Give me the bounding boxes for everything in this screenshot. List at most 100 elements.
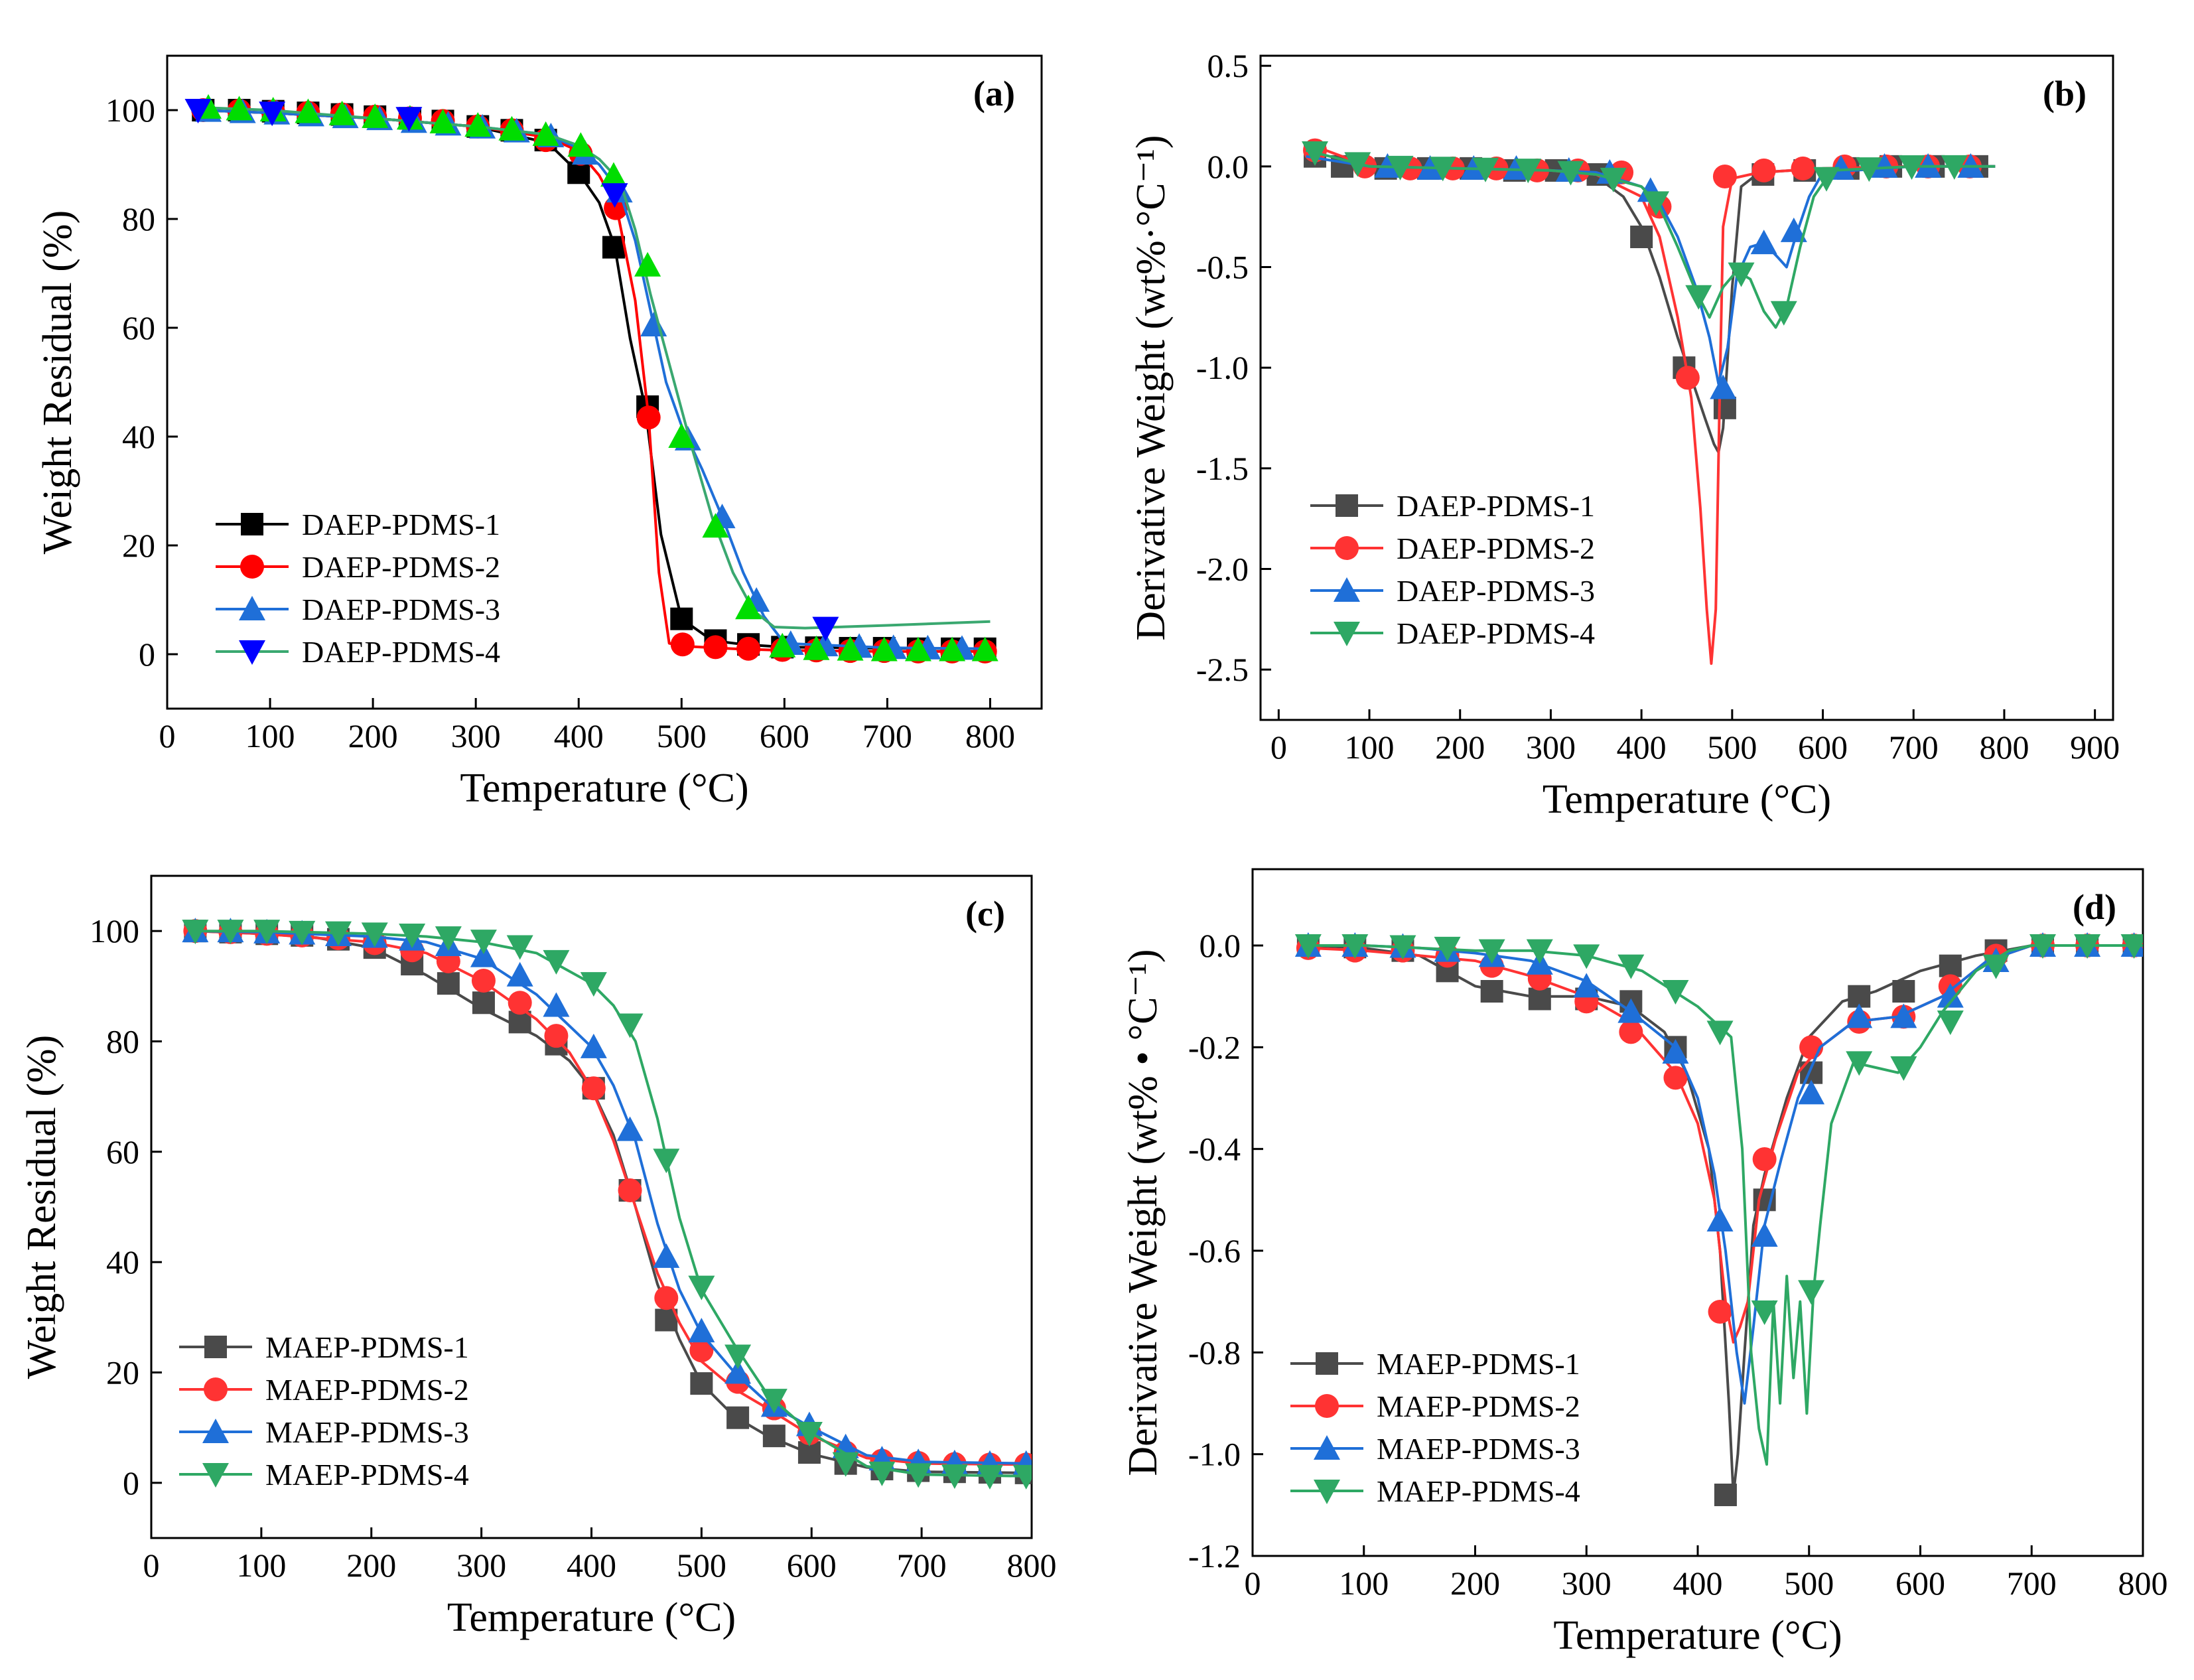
x-tick-label: 100 bbox=[1345, 729, 1395, 766]
y-tick-label: 60 bbox=[122, 309, 155, 346]
data-point bbox=[1662, 980, 1689, 1005]
data-point bbox=[1630, 226, 1653, 248]
data-point bbox=[941, 1464, 968, 1490]
legend-marker bbox=[1335, 536, 1359, 560]
data-point bbox=[1856, 157, 1883, 182]
data-point bbox=[1573, 944, 1600, 969]
y-tick-label: 0 bbox=[139, 636, 155, 673]
legend-label: MAEP-PDMS-4 bbox=[1377, 1474, 1580, 1508]
data-point bbox=[362, 103, 389, 128]
data-point bbox=[581, 1076, 606, 1101]
x-tick-label: 800 bbox=[2118, 1565, 2168, 1602]
series-line-MAEP-PDMS-2 bbox=[1308, 944, 2143, 1344]
data-point bbox=[736, 636, 761, 661]
data-point bbox=[690, 1372, 713, 1395]
y-tick-label: 100 bbox=[90, 912, 139, 949]
data-point bbox=[905, 1463, 932, 1488]
data-point bbox=[670, 632, 695, 657]
data-point bbox=[1751, 158, 1776, 182]
panel-label: (a) bbox=[973, 74, 1015, 113]
data-point bbox=[735, 595, 762, 620]
data-point bbox=[762, 1425, 786, 1448]
data-point bbox=[1714, 1484, 1737, 1506]
legend-marker bbox=[204, 1336, 227, 1358]
plot-frame bbox=[1259, 54, 2114, 721]
x-axis-title: Temperature (°C) bbox=[1553, 1613, 1842, 1658]
y-tick-label: 0.0 bbox=[1207, 148, 1249, 185]
x-tick-label: 300 bbox=[1562, 1565, 1611, 1602]
data-point bbox=[1374, 153, 1401, 178]
data-point bbox=[1662, 1039, 1689, 1064]
data-point bbox=[395, 107, 423, 132]
y-tick-label: 100 bbox=[105, 92, 155, 129]
data-point bbox=[1982, 954, 2010, 979]
data-point bbox=[1528, 987, 1551, 1011]
data-point bbox=[1341, 934, 1369, 959]
legend-label: DAEP-PDMS-4 bbox=[1397, 616, 1595, 650]
data-point bbox=[1890, 1056, 1917, 1081]
plot-frame bbox=[166, 54, 1043, 710]
data-point bbox=[688, 1275, 715, 1300]
data-point bbox=[812, 616, 839, 642]
legend-label: MAEP-PDMS-4 bbox=[265, 1458, 469, 1492]
y-tick-label: -1.2 bbox=[1188, 1537, 1241, 1575]
data-point bbox=[1472, 157, 1499, 182]
y-tick-label: -1.0 bbox=[1196, 349, 1249, 386]
data-point bbox=[1706, 1020, 1734, 1046]
y-axis-title: Derivative Weight (wt%·°C⁻¹) bbox=[1129, 135, 1174, 640]
y-tick-label: -2.5 bbox=[1196, 651, 1249, 688]
data-point bbox=[543, 949, 570, 975]
data-point bbox=[1898, 155, 1925, 180]
data-point bbox=[1675, 366, 1700, 390]
data-point bbox=[567, 132, 594, 157]
data-point bbox=[295, 98, 322, 123]
legend-label: DAEP-PDMS-3 bbox=[302, 593, 500, 626]
x-axis-title: Temperature (°C) bbox=[1543, 777, 1831, 822]
legend-label: DAEP-PDMS-4 bbox=[302, 635, 500, 669]
y-tick-label: -1.5 bbox=[1196, 450, 1249, 487]
x-tick-label: 700 bbox=[897, 1547, 947, 1584]
legend-label: DAEP-PDMS-3 bbox=[1397, 574, 1595, 608]
y-axis-title: Weight Residual (%) bbox=[35, 210, 80, 554]
data-point bbox=[760, 1389, 788, 1414]
data-point bbox=[654, 1286, 679, 1310]
x-tick-label: 200 bbox=[348, 717, 398, 754]
data-point bbox=[1708, 1300, 1732, 1324]
data-point bbox=[653, 1149, 680, 1174]
data-point bbox=[976, 1464, 1003, 1490]
data-point bbox=[182, 920, 209, 945]
data-point bbox=[832, 1452, 859, 1477]
y-tick-label: -0.8 bbox=[1188, 1334, 1241, 1371]
data-point bbox=[399, 923, 426, 948]
legend-label: DAEP-PDMS-2 bbox=[1397, 531, 1595, 565]
data-point bbox=[803, 635, 830, 660]
data-point bbox=[1892, 980, 1915, 1003]
y-tick-label: 0.0 bbox=[1200, 927, 1241, 964]
data-point bbox=[1846, 1051, 1873, 1076]
x-tick-label: 0 bbox=[1245, 1565, 1261, 1602]
data-point bbox=[437, 972, 460, 995]
data-point bbox=[1619, 1020, 1643, 1044]
data-point bbox=[1798, 1080, 1825, 1105]
data-point bbox=[226, 96, 253, 121]
legend: MAEP-PDMS-1 MAEP-PDMS-2 MAEP-PDMS-3 MAEP-PD… bbox=[179, 1330, 469, 1492]
data-point bbox=[1751, 1222, 1778, 1247]
y-tick-label: -0.5 bbox=[1196, 249, 1249, 286]
x-tick-label: 0 bbox=[1270, 729, 1287, 766]
y-tick-label: 0 bbox=[123, 1464, 139, 1502]
legend-marker bbox=[1334, 622, 1360, 646]
data-point bbox=[1600, 167, 1627, 192]
data-point bbox=[1798, 1280, 1825, 1305]
data-point bbox=[361, 922, 388, 947]
legend-marker bbox=[240, 555, 264, 579]
data-point bbox=[1780, 217, 1807, 242]
plot-area bbox=[184, 94, 998, 664]
legend-marker bbox=[239, 596, 265, 620]
data-point bbox=[1480, 980, 1503, 1003]
y-tick-label: 40 bbox=[122, 418, 155, 455]
legend-label: MAEP-PDMS-1 bbox=[1377, 1347, 1580, 1381]
data-point bbox=[472, 991, 495, 1015]
data-point bbox=[640, 312, 667, 337]
x-tick-label: 400 bbox=[554, 717, 604, 754]
